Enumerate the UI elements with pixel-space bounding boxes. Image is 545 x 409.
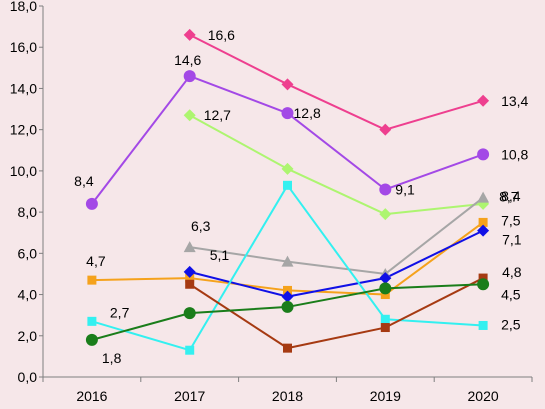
y-tick-label: 4,0: [18, 287, 38, 303]
data-label: 2,5: [501, 316, 521, 332]
data-label: 2,7: [110, 304, 130, 320]
series-7-line: [189, 277, 484, 350]
data-label: 8,4: [501, 188, 521, 204]
series-4-point-4-marker: [478, 217, 488, 227]
series-6-point-1-marker: [185, 345, 195, 355]
data-label: 5,1: [210, 247, 230, 263]
y-tick-label: 10,0: [10, 163, 37, 179]
series-8-point-0-marker: [85, 333, 98, 346]
data-label: 6,3: [191, 218, 211, 234]
x-tick-label: 2019: [370, 388, 401, 404]
series-0-point-4-marker: [477, 94, 490, 107]
series-2-point-1-marker: [183, 109, 196, 122]
x-tick-label: 2018: [272, 388, 303, 404]
series-6-point-3-marker: [380, 314, 390, 324]
series-3-point-1-marker: [183, 241, 196, 253]
data-label: 8,7: [499, 189, 519, 205]
series-7-point-3-marker: [380, 323, 390, 333]
series-5-point-2-marker: [281, 290, 294, 303]
data-label: 1,8: [102, 350, 122, 366]
series-1-point-1-marker: [183, 70, 196, 83]
series-2-point-2-marker: [281, 162, 294, 175]
data-label: 12,7: [204, 107, 231, 123]
data-label: 16,6: [208, 27, 235, 43]
y-tick-label: 2,0: [18, 328, 38, 344]
series-2-line: [189, 114, 484, 216]
data-label: 10,8: [501, 146, 528, 162]
y-tick-label: 18,0: [10, 0, 37, 14]
data-label: 4,5: [501, 286, 521, 302]
series-5-point-4-marker: [477, 224, 490, 237]
x-tick-label: 2017: [174, 388, 205, 404]
y-tick-label: 6,0: [18, 245, 38, 261]
y-tick-label: 16,0: [10, 39, 37, 55]
series-1-point-4-marker: [477, 148, 490, 161]
series-5-point-1-marker: [183, 265, 196, 278]
data-label: 7,1: [502, 232, 522, 248]
series-3-point-2-marker: [281, 255, 294, 267]
series-0-point-2-marker: [281, 78, 294, 91]
series-3-line: [189, 196, 484, 275]
series-4-point-3-marker: [380, 290, 390, 300]
data-label: 8,4: [74, 173, 94, 189]
y-tick-label: 8,0: [18, 204, 38, 220]
y-tick-label: 12,0: [10, 122, 37, 138]
series-4-point-1-marker: [185, 273, 195, 283]
series-8-point-1-marker: [183, 307, 196, 320]
series-7-point-4-marker: [478, 273, 488, 283]
series-6-point-2-marker: [283, 180, 292, 190]
x-tick-label: 2020: [468, 388, 499, 404]
series-1-point-3-marker: [379, 183, 392, 196]
series-0-point-3-marker: [379, 123, 392, 136]
series-0-point-1-marker: [183, 28, 196, 41]
series-7-point-1-marker: [185, 279, 195, 289]
x-tick-label: 2016: [76, 388, 107, 404]
data-label: 12,8: [294, 105, 321, 121]
data-label: 4,7: [86, 253, 106, 269]
series-1-point-0-marker: [85, 197, 98, 210]
series-7-point-2-marker: [283, 343, 292, 353]
series-8-point-3-marker: [379, 282, 392, 295]
data-label: 7,5: [501, 212, 521, 228]
series-6-point-0-marker: [87, 316, 97, 326]
data-label: 4,8: [502, 264, 522, 280]
series-4-point-0-marker: [87, 275, 97, 285]
series-4-point-2-marker: [283, 285, 292, 295]
series-5-line: [189, 229, 484, 298]
series-2-point-3-marker: [379, 208, 392, 221]
series-1-point-2-marker: [281, 107, 294, 120]
series-3-point-4-marker: [477, 191, 490, 203]
data-label: 14,6: [174, 52, 201, 68]
y-tick-label: 0,0: [18, 369, 38, 385]
y-tick-label: 14,0: [10, 80, 37, 96]
series-0-line: [189, 33, 484, 131]
series-6-point-4-marker: [478, 320, 488, 330]
data-label: 9,1: [395, 181, 415, 197]
data-label: 13,4: [501, 93, 528, 109]
series-8-point-4-marker: [477, 278, 490, 291]
series-8-point-2-marker: [281, 300, 294, 313]
series-5-point-3-marker: [379, 272, 392, 285]
